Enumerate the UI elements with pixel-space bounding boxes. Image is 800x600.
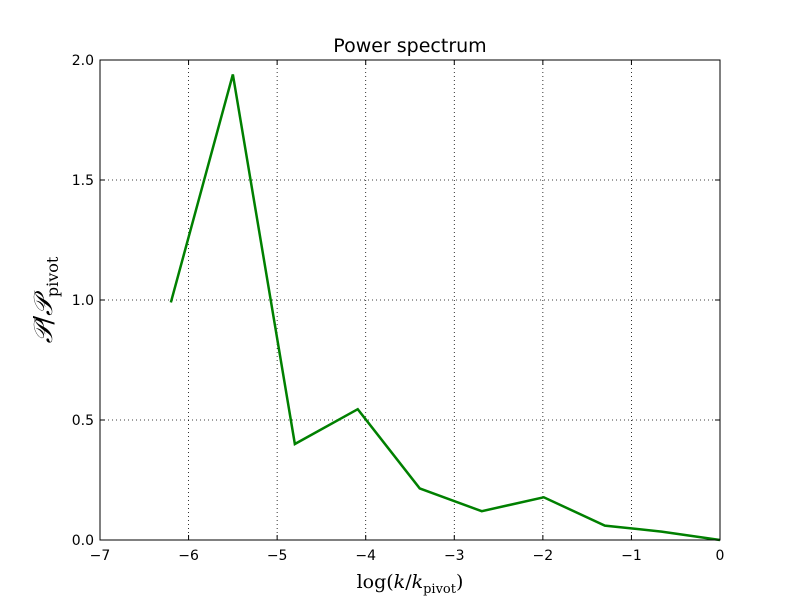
- y-axis-label-slash: /: [29, 316, 59, 325]
- x-axis-label-slash: /: [405, 571, 412, 593]
- x-tick-label: −4: [355, 548, 376, 564]
- x-tick-label: −1: [621, 548, 642, 564]
- x-axis-label-sub: pivot: [423, 582, 457, 597]
- y-tick-label: 1.0: [72, 293, 94, 309]
- x-tick-label: −5: [267, 548, 288, 564]
- x-axis-label-k: k: [394, 571, 406, 593]
- x-tick-label: −2: [533, 548, 554, 564]
- y-tick-label: 1.5: [72, 173, 94, 189]
- series-layer: [169, 74, 721, 542]
- y-tick-label: 0.0: [72, 533, 94, 549]
- y-axis-label: 𝒫/𝒫pivot: [29, 256, 62, 343]
- x-tick-label: −3: [444, 548, 465, 564]
- y-tick-label: 0.5: [72, 413, 94, 429]
- chart-title: Power spectrum: [333, 35, 486, 57]
- x-axis-label: log(k/kpivot): [357, 571, 464, 597]
- ticks: −7 −6 −5 −4 −3 −2 −1 0 0.0 0.5 1.0 1.5 2.0: [72, 53, 725, 564]
- x-tick-label: −6: [178, 548, 199, 564]
- y-tick-label: 2.0: [72, 53, 94, 69]
- y-axis-label-sub: pivot: [43, 256, 62, 297]
- x-axis-label-post: ): [456, 571, 463, 593]
- x-tick-label: −7: [90, 548, 111, 564]
- x-axis-label-k2: k: [412, 571, 424, 593]
- x-axis-label-pre: log(: [357, 571, 394, 593]
- x-tick-label: 0: [716, 548, 725, 564]
- series-line: [169, 74, 721, 542]
